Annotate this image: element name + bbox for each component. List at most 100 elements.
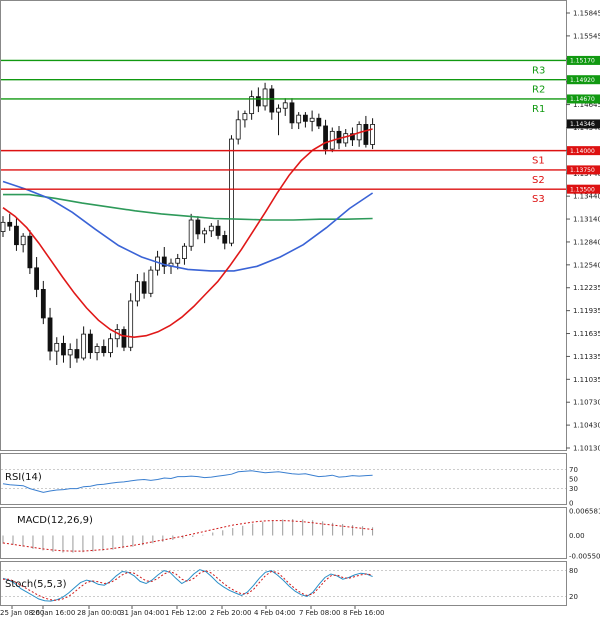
bullish-candle bbox=[309, 117, 315, 122]
main-panel-frame bbox=[0, 0, 567, 451]
bullish-candle bbox=[208, 225, 214, 232]
bearish-candle bbox=[74, 349, 80, 359]
bearish-candle bbox=[101, 346, 107, 354]
stoch-title: Stoch(5,5,3) bbox=[5, 579, 67, 590]
level-price-box-r2 bbox=[567, 75, 600, 85]
y-tick-label: 1.15845 bbox=[573, 10, 600, 18]
macd-title: MACD(12,26,9) bbox=[17, 515, 93, 526]
bearish-candle bbox=[350, 133, 355, 141]
stoch-panel: 80 20 bbox=[1, 567, 578, 602]
bearish-candle bbox=[316, 117, 322, 127]
y-tick-label: 1.15545 bbox=[573, 32, 600, 40]
bearish-candle bbox=[161, 256, 167, 267]
bullish-candle bbox=[182, 245, 187, 259]
level-price-box-s1 bbox=[567, 146, 600, 156]
bearish-candle bbox=[40, 289, 46, 319]
y-tick-label: 1.11335 bbox=[573, 353, 600, 361]
y-tick-label: 1.11935 bbox=[573, 307, 600, 315]
bullish-candle bbox=[343, 133, 349, 144]
bullish-candle bbox=[202, 230, 208, 235]
bullish-candle bbox=[235, 119, 241, 140]
level-name-r2: R2 bbox=[532, 85, 545, 96]
level-price-box-r3 bbox=[567, 55, 600, 65]
level-price-box-s2 bbox=[567, 165, 600, 175]
level-price-label-s2: 1.13750 bbox=[570, 167, 595, 174]
bullish-candle bbox=[296, 114, 302, 124]
y-tick-label: 1.10430 bbox=[573, 422, 600, 430]
y-tick-label: 1.11635 bbox=[573, 330, 600, 338]
x-tick-label: 2 Feb 20:00 bbox=[210, 609, 251, 617]
y-tick-label: 1.12235 bbox=[573, 284, 600, 292]
bullish-candle bbox=[175, 258, 181, 264]
bullish-candle bbox=[370, 124, 376, 145]
x-tick-label: 4 Feb 04:00 bbox=[254, 609, 295, 617]
x-tick-label: 7 Feb 08:00 bbox=[299, 609, 340, 617]
rsi-tick-label: 50 bbox=[569, 476, 578, 484]
bearish-candle bbox=[363, 124, 369, 145]
ma-blue-line bbox=[2, 180, 374, 272]
x-tick-label: 8 Feb 16:00 bbox=[343, 609, 384, 617]
price-panel: 1.158451.155451.152451.149451.146451.143… bbox=[0, 10, 600, 453]
bearish-candle bbox=[289, 102, 295, 124]
level-name-s3: S3 bbox=[532, 194, 545, 205]
bearish-candle bbox=[141, 281, 147, 294]
macd-tick-label: 0.00 bbox=[569, 532, 585, 540]
bullish-candle bbox=[282, 102, 288, 109]
current-price-box bbox=[567, 119, 600, 129]
bearish-candle bbox=[47, 317, 53, 352]
y-tick-label: 1.10130 bbox=[573, 445, 600, 453]
bullish-candle bbox=[276, 107, 281, 113]
bullish-candle bbox=[134, 281, 140, 302]
bullish-candle bbox=[148, 269, 154, 294]
bullish-candle bbox=[20, 235, 26, 246]
bearish-candle bbox=[7, 221, 13, 227]
bearish-candle bbox=[336, 130, 342, 144]
level-name-r3: R3 bbox=[532, 65, 545, 76]
bullish-candle bbox=[108, 338, 113, 354]
level-price-label-s1: 1.14000 bbox=[570, 148, 595, 155]
y-tick-label: 1.10730 bbox=[573, 399, 600, 407]
bullish-candle bbox=[229, 138, 234, 244]
bullish-candle bbox=[242, 113, 248, 121]
bearish-candle bbox=[14, 225, 19, 246]
x-tick-label: 26 Jan 16:00 bbox=[31, 609, 75, 617]
bearish-candle bbox=[61, 342, 66, 356]
y-tick-label: 1.12840 bbox=[573, 238, 600, 246]
stoch-panel-frame bbox=[0, 561, 567, 606]
x-tick-label: 28 Jan 00:00 bbox=[77, 609, 121, 617]
stoch-d-line bbox=[3, 570, 373, 601]
rsi-tick-label: 30 bbox=[569, 485, 578, 493]
bullish-candle bbox=[188, 219, 194, 247]
bearish-candle bbox=[269, 88, 275, 113]
bearish-candle bbox=[222, 235, 228, 244]
level-price-box-s3 bbox=[567, 184, 600, 194]
y-tick-label: 1.12540 bbox=[573, 261, 600, 269]
bearish-candle bbox=[255, 96, 261, 107]
stoch-tick-label: 20 bbox=[569, 593, 578, 601]
bullish-candle bbox=[249, 96, 255, 115]
bullish-candle bbox=[128, 300, 134, 348]
bearish-candle bbox=[121, 329, 127, 348]
rsi-title: RSI(14) bbox=[5, 472, 42, 483]
stoch-k-line bbox=[2, 569, 373, 602]
rsi-panel-frame bbox=[0, 453, 567, 505]
bullish-candle bbox=[54, 342, 60, 352]
x-tick-label: 1 Feb 12:00 bbox=[165, 609, 206, 617]
bullish-candle bbox=[94, 346, 100, 354]
level-price-label-r3: 1.15170 bbox=[570, 58, 595, 65]
x-tick-label: 25 Jan 08:00 bbox=[0, 609, 44, 617]
bearish-candle bbox=[87, 333, 93, 354]
bullish-candle bbox=[81, 333, 87, 359]
y-tick-label: 1.13440 bbox=[573, 193, 600, 201]
bearish-candle bbox=[27, 235, 33, 269]
bullish-candle bbox=[262, 88, 268, 107]
level-price-label-r2: 1.14920 bbox=[570, 77, 595, 84]
macd-tick-label: 0.006581 bbox=[569, 508, 600, 516]
rsi-tick-label: 0 bbox=[569, 500, 573, 508]
level-name-r1: R1 bbox=[532, 104, 545, 115]
y-tick-label: 1.13140 bbox=[573, 216, 600, 224]
